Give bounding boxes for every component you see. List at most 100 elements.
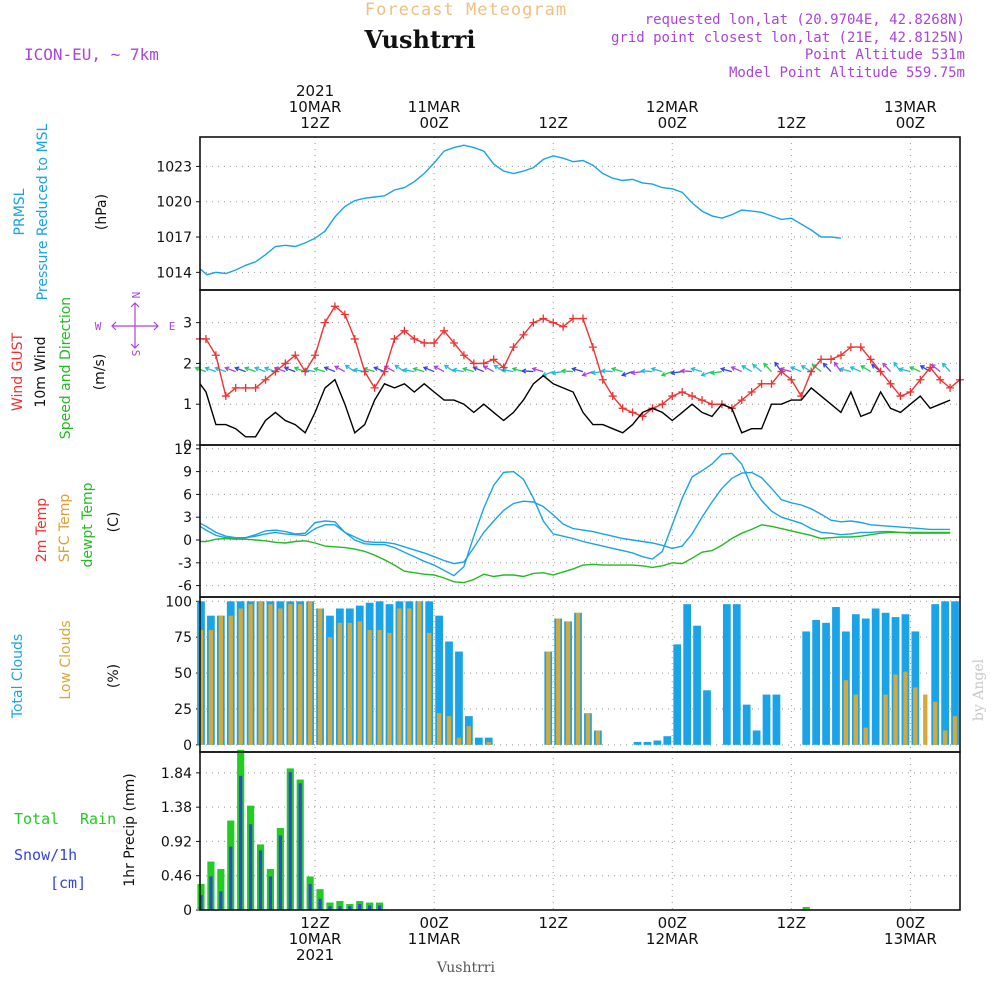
wind-direction-arrow [571, 366, 584, 373]
panel-wind: 0 1 2 3 [183, 290, 964, 454]
low-cloud-bar [456, 737, 462, 745]
gust-marker [549, 318, 558, 327]
wind-direction-arrow [581, 370, 594, 377]
footer-location: Vushtrri [436, 960, 495, 976]
wind-direction-arrow [670, 370, 683, 376]
gust-marker [846, 343, 855, 352]
gust-marker [926, 363, 935, 372]
total-cloud-bar [474, 737, 483, 745]
wind-ytick-label: 1 [183, 397, 192, 413]
panel-precip: 0 0.46 0.92 1.38 1.84 [161, 749, 961, 919]
gust-marker [360, 367, 369, 376]
total-cloud-bar [663, 736, 672, 745]
gust-marker [291, 351, 300, 360]
product-title: Forecast Meteogram [365, 0, 567, 20]
top-time-label: 12Z [539, 114, 568, 132]
gust-marker [707, 400, 716, 409]
low-cloud-bar [347, 622, 352, 745]
total-cloud-bar [881, 612, 890, 745]
wind-direction-arrow [313, 366, 326, 373]
low-cloud-bar [298, 604, 303, 745]
wind10m-label: 10m Wind [33, 336, 49, 407]
gust-marker [856, 343, 865, 352]
dewpt-line [200, 524, 951, 584]
wind-labels: Wind GUST 10m Wind Speed and Direction (… [10, 292, 175, 440]
gust-marker [569, 314, 578, 323]
wind-direction-arrow [472, 366, 485, 373]
compass-north: N [129, 292, 142, 299]
dewpt-label: dewpt Temp [80, 482, 96, 567]
snow-bar [199, 895, 203, 910]
gust-marker [936, 375, 945, 384]
gust-marker [261, 375, 270, 384]
wind-direction-arrow [521, 368, 534, 374]
total-cloud-bar [861, 618, 870, 745]
wind-direction-arrow [919, 365, 931, 373]
gust-marker [787, 375, 796, 384]
snow-unit: [cm] [50, 874, 86, 892]
bottom-time-label: 13MAR [884, 930, 937, 948]
total-cloud-bar [951, 601, 959, 745]
snow-bar [308, 883, 312, 910]
wind-line [199, 374, 951, 438]
wind-direction-arrow [763, 362, 772, 373]
wind-direction-arrow [560, 368, 574, 374]
rain-label: Rain [80, 810, 116, 828]
low-cloud-bar [367, 630, 372, 745]
low-cloud-bar [863, 727, 868, 745]
pressure-ytick-label: 1023 [156, 159, 192, 175]
gust-marker [777, 367, 786, 376]
wind-direction-arrow [462, 366, 475, 373]
precip-frame [199, 751, 961, 911]
gust-marker [886, 379, 895, 388]
temperature-ytick-label: 12 [174, 442, 192, 458]
snow-bar [318, 898, 322, 910]
total-cloud-bar [941, 601, 949, 745]
temperature-ytick-label: 6 [183, 487, 192, 503]
gust-marker [896, 392, 905, 401]
wind-direction-arrow [214, 366, 227, 373]
gust-marker [817, 355, 826, 364]
gust-marker [251, 383, 260, 392]
low-cloud-bar [913, 687, 918, 745]
temperature-ytick-label: 0 [183, 533, 192, 549]
compass-rose: N S W E [95, 292, 176, 357]
pressure-unit: (hPa) [94, 194, 110, 230]
precip-axis-label: 1hr Precip (mm) [122, 773, 138, 886]
low-cloud-bar [397, 608, 402, 745]
wind-direction-arrow [800, 365, 812, 373]
total-cloud-bar [683, 604, 692, 745]
snow-label: Snow/1h [14, 846, 77, 864]
gridpoint-coords: grid point closest lon,lat (21E, 42.8125… [611, 30, 965, 46]
top-time-label: 00Z [419, 114, 448, 132]
snow-bar [358, 904, 362, 910]
low-cloud-bar [446, 716, 452, 745]
low-cloud-bar [208, 630, 214, 745]
temperature-labels: 2m Temp SFC Temp dewpt Temp (C) [34, 482, 122, 567]
bottom-time-label: 11MAR [408, 930, 461, 948]
t2m-label: 2m Temp [34, 498, 50, 562]
low-cloud-bar [893, 674, 898, 745]
gust-marker [916, 375, 925, 384]
wind-direction-arrow [482, 365, 494, 373]
low-cloud-bar [387, 632, 392, 745]
total-cloud-bar [931, 604, 940, 745]
total-cloud-bar [455, 651, 463, 745]
prmsl-desc-label: Pressure Reduced to MSL [35, 123, 51, 300]
wind-direction-arrow [493, 364, 504, 373]
bottom-time-label: 00Z [419, 914, 448, 932]
bottom-time-label: 10MAR [289, 930, 342, 948]
gust-marker [688, 392, 697, 401]
low-cloud-bar [595, 730, 601, 745]
panel-clouds: 0 25 50 75 100 [165, 594, 961, 754]
temp-unit: (C) [106, 512, 122, 533]
wind-direction-arrow [422, 366, 435, 373]
wind-direction-arrow [811, 363, 822, 373]
temperature-ytick-label: 3 [183, 510, 192, 526]
prmsl-label: PRMSL [12, 188, 28, 235]
wind-direction-arrow [679, 368, 693, 374]
gust-marker [539, 314, 548, 323]
rain-bar [217, 869, 225, 910]
compass-arrows-icon [111, 302, 159, 349]
